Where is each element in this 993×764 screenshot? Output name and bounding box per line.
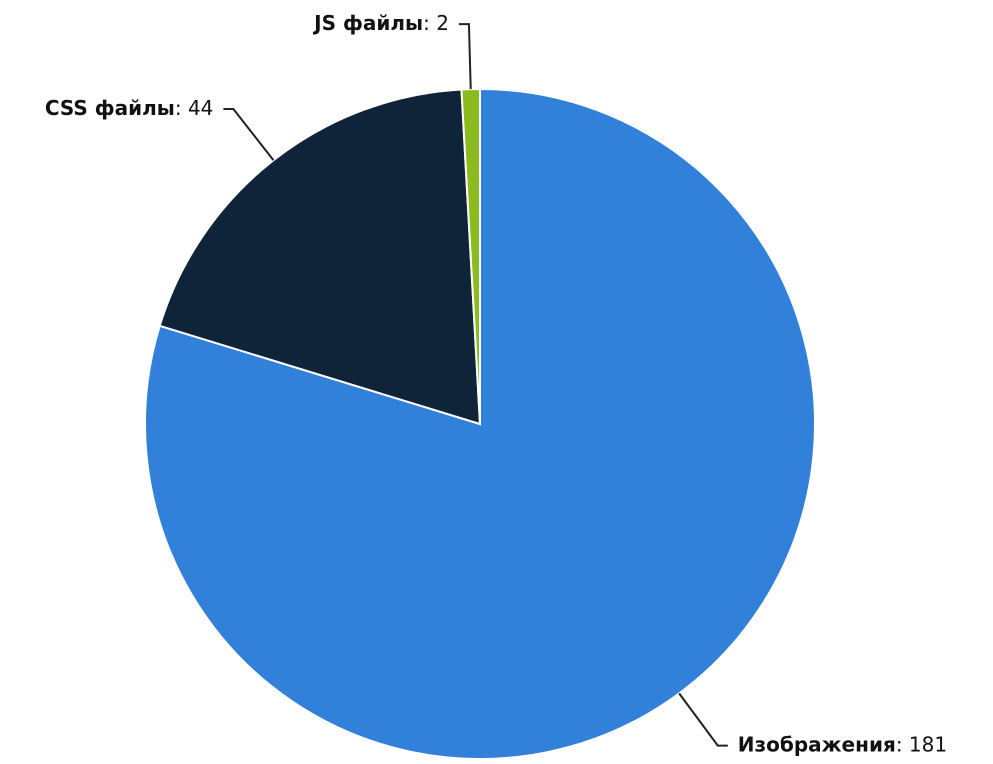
slice-name: JS файлы	[312, 11, 423, 35]
leader-line	[223, 108, 275, 161]
slice-name: Изображения	[738, 732, 896, 756]
leader-line	[458, 23, 472, 90]
slice-value: 44	[188, 96, 213, 120]
leader-line	[678, 692, 728, 747]
slice-label: Изображения: 181	[738, 732, 947, 756]
slice-value: 2	[436, 11, 449, 35]
slice-separator: :	[896, 732, 909, 756]
slice-separator: :	[175, 96, 188, 120]
slice-value: 181	[909, 732, 947, 756]
slice-separator: :	[423, 11, 436, 35]
slice-label: CSS файлы: 44	[45, 96, 214, 120]
pie-slice	[158, 88, 482, 426]
pie-slice	[460, 87, 481, 425]
slice-name: CSS файлы	[45, 96, 175, 120]
slice-label: JS файлы: 2	[312, 11, 449, 35]
